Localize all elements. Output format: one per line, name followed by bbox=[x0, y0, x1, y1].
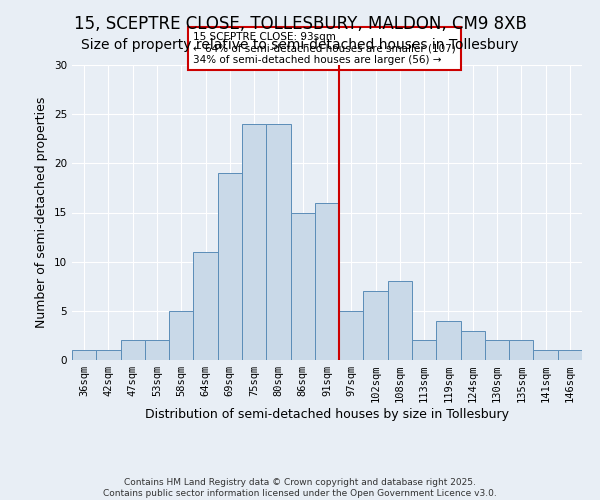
Text: Size of property relative to semi-detached houses in Tollesbury: Size of property relative to semi-detach… bbox=[81, 38, 519, 52]
Bar bbox=[412, 340, 436, 360]
Text: Contains HM Land Registry data © Crown copyright and database right 2025.
Contai: Contains HM Land Registry data © Crown c… bbox=[103, 478, 497, 498]
Bar bbox=[145, 340, 169, 360]
Bar bbox=[485, 340, 509, 360]
X-axis label: Distribution of semi-detached houses by size in Tollesbury: Distribution of semi-detached houses by … bbox=[145, 408, 509, 421]
Bar bbox=[315, 202, 339, 360]
Bar bbox=[509, 340, 533, 360]
Bar bbox=[290, 212, 315, 360]
Bar bbox=[193, 252, 218, 360]
Bar bbox=[218, 173, 242, 360]
Bar bbox=[388, 282, 412, 360]
Bar bbox=[436, 320, 461, 360]
Bar bbox=[364, 291, 388, 360]
Bar bbox=[96, 350, 121, 360]
Text: 15, SCEPTRE CLOSE, TOLLESBURY, MALDON, CM9 8XB: 15, SCEPTRE CLOSE, TOLLESBURY, MALDON, C… bbox=[74, 15, 526, 33]
Bar bbox=[533, 350, 558, 360]
Bar bbox=[461, 330, 485, 360]
Bar bbox=[339, 311, 364, 360]
Bar bbox=[169, 311, 193, 360]
Bar bbox=[266, 124, 290, 360]
Bar bbox=[558, 350, 582, 360]
Y-axis label: Number of semi-detached properties: Number of semi-detached properties bbox=[35, 97, 49, 328]
Bar bbox=[242, 124, 266, 360]
Text: 15 SCEPTRE CLOSE: 93sqm
← 64% of semi-detached houses are smaller (107)
34% of s: 15 SCEPTRE CLOSE: 93sqm ← 64% of semi-de… bbox=[193, 32, 456, 65]
Bar bbox=[121, 340, 145, 360]
Bar bbox=[72, 350, 96, 360]
